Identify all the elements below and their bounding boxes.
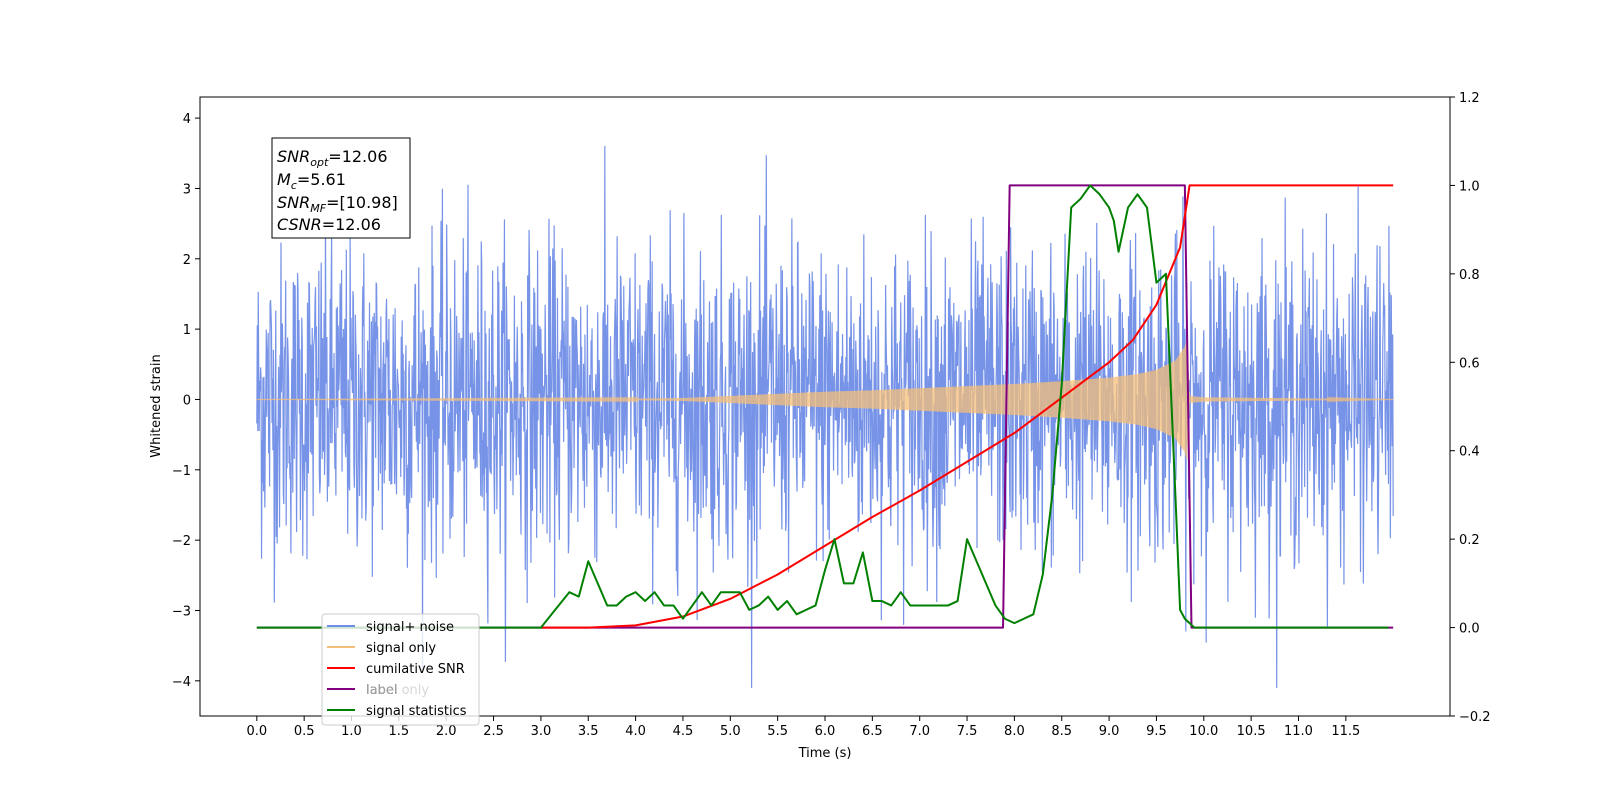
y-right-tick-label: 1.0 — [1459, 179, 1480, 194]
legend-label: label — [366, 683, 397, 698]
y-left-tick-label: 0 — [183, 393, 191, 408]
x-tick-label: 9.5 — [1146, 724, 1167, 739]
legend: signal+ noise signal only cumilative SNR la… — [321, 613, 480, 726]
y-left-tick-label: −4 — [172, 675, 191, 690]
y-axis-right: 1.2 1.0 0.8 0.6 0.4 0.2 0.0 −0.2 — [1450, 91, 1491, 725]
x-tick-label: 0.5 — [294, 724, 315, 739]
x-tick-label: 3.5 — [578, 724, 599, 739]
x-tick-label: 11.5 — [1331, 724, 1360, 739]
annotation-snr-mf: SNRMF=[10.98] — [277, 193, 398, 215]
y-left-tick-label: 1 — [183, 323, 191, 338]
x-tick-label: 8.0 — [1004, 724, 1025, 739]
y-left-tick-label: 3 — [183, 182, 191, 197]
x-tick-label: 6.0 — [815, 724, 836, 739]
y-left-tick-label: −3 — [172, 604, 191, 619]
y-right-tick-label: −0.2 — [1459, 710, 1491, 725]
x-tick-label: 4.5 — [673, 724, 694, 739]
x-tick-label: 7.5 — [957, 724, 978, 739]
legend-frame — [321, 613, 480, 726]
x-axis: 0.0 0.5 1.0 1.5 2.0 2.5 3.0 3.5 4.0 4.5 5.0 5.5 6.0 6… — [246, 716, 1360, 739]
series-signal-plus-noise — [256, 146, 1394, 688]
x-tick-label: 4.0 — [625, 724, 646, 739]
series-cumilative-snr — [540, 184, 1394, 629]
series-signal-only — [256, 341, 1394, 460]
x-tick-label: 1.5 — [389, 724, 410, 739]
x-tick-label: 3.0 — [531, 724, 552, 739]
annotation-mc: Mc=5.61 — [277, 170, 346, 192]
y-axis-label: Whitened strain — [149, 354, 164, 457]
legend-label-ghost: label only — [366, 683, 429, 698]
legend-label: signal only — [366, 641, 436, 656]
legend-label: signal+ noise — [366, 620, 454, 635]
x-tick-label: 9.0 — [1099, 724, 1120, 739]
annotation-csnr: CSNR=12.06 — [277, 215, 381, 234]
y-left-tick-label: 4 — [183, 112, 191, 127]
y-left-tick-label: −2 — [172, 534, 191, 549]
x-tick-label: 6.5 — [862, 724, 883, 739]
x-tick-label: 11.0 — [1284, 724, 1313, 739]
x-tick-label: 2.5 — [483, 724, 504, 739]
x-tick-label: 8.5 — [1051, 724, 1072, 739]
x-tick-label: 10.0 — [1189, 724, 1218, 739]
x-tick-label: 5.5 — [767, 724, 788, 739]
y-right-tick-label: 0.8 — [1459, 268, 1480, 283]
y-right-tick-label: 0.4 — [1459, 445, 1480, 460]
series-layer — [256, 146, 1394, 688]
annotation-frame — [271, 137, 411, 239]
x-axis-label: Time (s) — [798, 746, 852, 761]
y-right-tick-label: 0.6 — [1459, 356, 1480, 371]
annotation-box: SNRopt=12.06 Mc=5.61 SNRMF=[10.98] CSNR=… — [271, 137, 411, 239]
x-tick-label: 0.0 — [246, 724, 267, 739]
x-tick-label: 7.0 — [909, 724, 930, 739]
x-tick-label: 10.5 — [1237, 724, 1266, 739]
x-tick-label: 5.0 — [720, 724, 741, 739]
y-right-tick-label: 0.0 — [1459, 622, 1480, 637]
y-right-tick-label: 0.2 — [1459, 533, 1480, 548]
y-axis-left: 4 3 2 1 0 −1 −2 −3 −4 — [172, 112, 200, 690]
x-tick-label: 2.0 — [436, 724, 457, 739]
y-right-tick-label: 1.2 — [1459, 91, 1480, 106]
legend-label: cumilative SNR — [366, 662, 465, 677]
series-signal-statistics — [256, 184, 1389, 629]
y-left-tick-label: −1 — [172, 464, 191, 479]
annotation-snr-opt: SNRopt=12.06 — [277, 147, 388, 169]
y-left-tick-label: 2 — [183, 253, 191, 268]
legend-label: signal statistics — [366, 704, 467, 719]
x-tick-label: 1.0 — [341, 724, 362, 739]
